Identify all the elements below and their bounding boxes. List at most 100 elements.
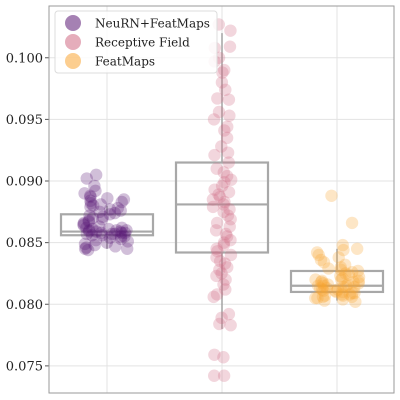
data-point	[96, 210, 110, 223]
data-point	[317, 284, 330, 297]
data-point	[80, 221, 93, 235]
data-point	[102, 222, 115, 236]
data-points	[77, 18, 366, 382]
data-point	[351, 264, 365, 278]
data-point	[208, 148, 221, 162]
data-point	[217, 166, 230, 179]
data-point	[339, 267, 352, 280]
data-point	[221, 261, 234, 274]
y-axis: 0.075 0.080 0.085 0.090 0.095 0.100	[6, 51, 49, 374]
legend: NeuRN+FeatMaps Receptive Field FeatMaps	[54, 10, 218, 74]
data-point	[334, 263, 348, 276]
data-point	[90, 225, 103, 238]
data-point	[315, 283, 329, 296]
data-point	[111, 201, 125, 215]
points-1	[77, 168, 135, 257]
y-tick-label: 0.090	[6, 175, 43, 190]
data-point	[96, 213, 109, 226]
data-point	[334, 269, 347, 283]
data-point	[120, 242, 134, 255]
data-point	[86, 211, 99, 225]
data-point	[213, 317, 226, 331]
data-point	[222, 185, 236, 199]
box-iqr	[289, 269, 385, 294]
data-point	[334, 261, 347, 274]
data-point	[217, 238, 230, 252]
data-point	[217, 205, 230, 219]
data-point	[207, 369, 221, 382]
data-point	[77, 219, 90, 232]
data-point	[220, 230, 234, 243]
data-point	[213, 190, 227, 204]
data-point	[89, 184, 102, 198]
data-point	[96, 229, 109, 242]
data-point	[218, 257, 232, 270]
data-point	[332, 251, 345, 264]
data-point	[82, 214, 96, 227]
data-point	[222, 93, 236, 106]
data-point	[206, 200, 220, 214]
data-point	[115, 221, 129, 235]
data-point	[314, 253, 328, 267]
data-point	[345, 216, 359, 230]
data-point	[223, 220, 236, 233]
y-tick-label: 0.075	[6, 359, 43, 374]
data-point	[309, 273, 322, 286]
data-point	[224, 213, 237, 226]
data-point	[108, 206, 121, 220]
data-point	[78, 242, 92, 255]
data-point	[314, 282, 327, 295]
data-point	[209, 224, 223, 237]
data-point	[212, 188, 225, 201]
data-point	[207, 113, 221, 126]
data-point	[317, 279, 330, 292]
data-point	[217, 278, 230, 291]
data-point	[217, 351, 230, 364]
data-point	[224, 248, 238, 262]
y-tick-label: 0.085	[6, 236, 43, 251]
data-point	[114, 232, 128, 246]
data-point	[318, 289, 332, 302]
data-point	[220, 169, 234, 183]
data-point	[329, 284, 342, 297]
data-point	[337, 280, 350, 294]
data-point	[114, 204, 127, 217]
box-2	[174, 33, 270, 329]
data-point	[219, 227, 233, 241]
y-tick-label: 0.100	[6, 51, 43, 66]
data-point	[94, 198, 107, 211]
y-tick-label: 0.095	[6, 113, 43, 128]
data-point	[317, 256, 331, 269]
data-point	[350, 242, 364, 255]
data-point	[210, 251, 223, 264]
data-point	[215, 179, 229, 193]
data-point	[309, 291, 322, 305]
data-point	[213, 254, 227, 268]
data-point	[224, 319, 237, 332]
data-point	[338, 258, 352, 272]
data-point	[342, 268, 356, 281]
data-point	[100, 236, 114, 249]
data-point	[341, 278, 355, 291]
data-point	[105, 227, 119, 241]
data-point	[83, 224, 96, 237]
data-point	[216, 66, 229, 79]
data-point	[114, 230, 128, 243]
data-point	[336, 238, 349, 252]
data-point	[84, 194, 97, 207]
data-point	[210, 288, 224, 301]
data-point	[95, 226, 108, 239]
data-point	[322, 262, 335, 275]
data-point	[213, 263, 226, 276]
box-iqr	[59, 213, 155, 237]
data-point	[208, 348, 221, 361]
data-point	[320, 282, 334, 295]
data-point	[215, 76, 229, 89]
data-point	[84, 190, 97, 204]
data-point	[217, 369, 231, 382]
data-point	[219, 273, 232, 286]
data-point	[346, 286, 359, 300]
data-point	[343, 288, 357, 301]
data-point	[88, 238, 101, 252]
data-point	[221, 146, 235, 159]
